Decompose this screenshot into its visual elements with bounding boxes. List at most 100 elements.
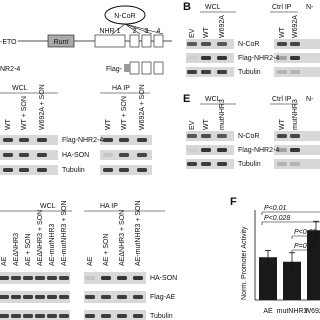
domain-label: 3 xyxy=(145,28,149,35)
band xyxy=(3,138,13,142)
lane-label: W692A xyxy=(219,15,226,38)
group-label: WCL xyxy=(205,4,221,11)
row-label: HA-SON xyxy=(62,152,89,159)
x-tick-label: AE xyxy=(263,308,273,315)
row-label: Tubulin xyxy=(150,313,173,320)
panel-letter: E xyxy=(183,93,190,105)
band xyxy=(47,295,57,299)
band xyxy=(19,168,29,172)
band xyxy=(201,148,211,152)
group-label: HA IP xyxy=(112,85,130,92)
row-label: Tubulin xyxy=(62,167,85,174)
blot xyxy=(274,67,320,77)
band xyxy=(0,276,9,280)
row-label: Flag-NHR2-4 xyxy=(62,137,103,144)
band xyxy=(101,314,111,318)
band xyxy=(35,295,45,299)
lane-label: AE xyxy=(87,256,94,266)
band xyxy=(277,162,287,166)
group-label: WCL xyxy=(205,96,221,103)
lane-label: mutNHR3 xyxy=(219,99,226,130)
band xyxy=(290,162,300,166)
band xyxy=(117,295,127,299)
domain-label: NHR 1 xyxy=(99,28,120,35)
band xyxy=(103,138,113,142)
band xyxy=(217,148,227,152)
band xyxy=(277,42,287,46)
band xyxy=(37,138,47,142)
lane-label: AEΔNHR3 + SON xyxy=(37,210,44,266)
band xyxy=(119,138,129,142)
band xyxy=(47,276,57,280)
bar xyxy=(307,230,320,300)
x-tick-label: W692A xyxy=(305,308,320,315)
band xyxy=(59,276,69,280)
p-value: P=0.01 xyxy=(294,243,316,250)
band xyxy=(133,314,143,318)
group-label: WCL xyxy=(40,203,56,210)
row-label: Flag-AE xyxy=(150,294,176,301)
band xyxy=(277,70,287,74)
lane-label: WT + SON xyxy=(121,96,128,130)
band xyxy=(23,295,33,299)
band xyxy=(101,276,111,280)
lane-label: AEΔNHR3 xyxy=(13,233,20,266)
lane-label: WT + SON xyxy=(21,96,28,130)
blot xyxy=(84,291,146,303)
lane-label: W692A + SON xyxy=(39,84,46,130)
band xyxy=(217,42,227,46)
band xyxy=(85,314,95,318)
band xyxy=(187,148,197,152)
band xyxy=(290,148,300,152)
lane-label: AE xyxy=(1,256,8,266)
band xyxy=(187,42,197,46)
rule xyxy=(124,23,141,35)
group-label: N- xyxy=(306,4,314,11)
blot xyxy=(0,310,70,320)
domain-box xyxy=(47,34,75,48)
band xyxy=(217,56,227,60)
group-label: HA IP xyxy=(100,203,118,210)
blot xyxy=(84,310,146,320)
row-label: N-CoR xyxy=(238,41,259,48)
band xyxy=(11,295,21,299)
band xyxy=(277,148,287,152)
p-value: P<0.02 xyxy=(294,229,316,236)
band xyxy=(201,70,211,74)
lane-label: WT xyxy=(105,118,112,130)
group-label: Ctrl IP xyxy=(272,96,292,103)
group-label: Ctrl IP xyxy=(272,4,292,11)
lane-label: W692A xyxy=(292,15,299,38)
band xyxy=(19,153,29,157)
domain-box xyxy=(129,61,140,75)
construct-label: -ETO xyxy=(0,39,17,46)
band xyxy=(119,168,129,172)
ncor-label: N-CoR xyxy=(114,13,135,20)
lane-label: W692A + SON xyxy=(139,84,146,130)
row-label: Flag-NHR2-4 xyxy=(238,55,279,62)
band xyxy=(35,276,45,280)
row-label: Flag-NHR2-4 xyxy=(238,147,279,154)
lane-label: AE + SON xyxy=(103,234,110,266)
band xyxy=(11,314,21,318)
bar xyxy=(259,257,277,300)
panel-letter: B xyxy=(183,1,191,13)
bar xyxy=(283,261,301,300)
tag-label: Flag- xyxy=(106,66,123,73)
x-tick-label: mutNHR3 xyxy=(277,308,308,315)
band xyxy=(217,70,227,74)
tag-box xyxy=(124,64,130,72)
band xyxy=(201,56,211,60)
band xyxy=(133,276,143,280)
p-value: P<0.01 xyxy=(264,205,286,212)
domain-box xyxy=(94,34,126,48)
group-label: WCL xyxy=(12,85,28,92)
band xyxy=(3,168,13,172)
band xyxy=(217,162,227,166)
band xyxy=(290,134,300,138)
band xyxy=(137,168,147,172)
band xyxy=(187,70,197,74)
band xyxy=(103,153,113,157)
lane-label: AE + SON xyxy=(25,234,32,266)
